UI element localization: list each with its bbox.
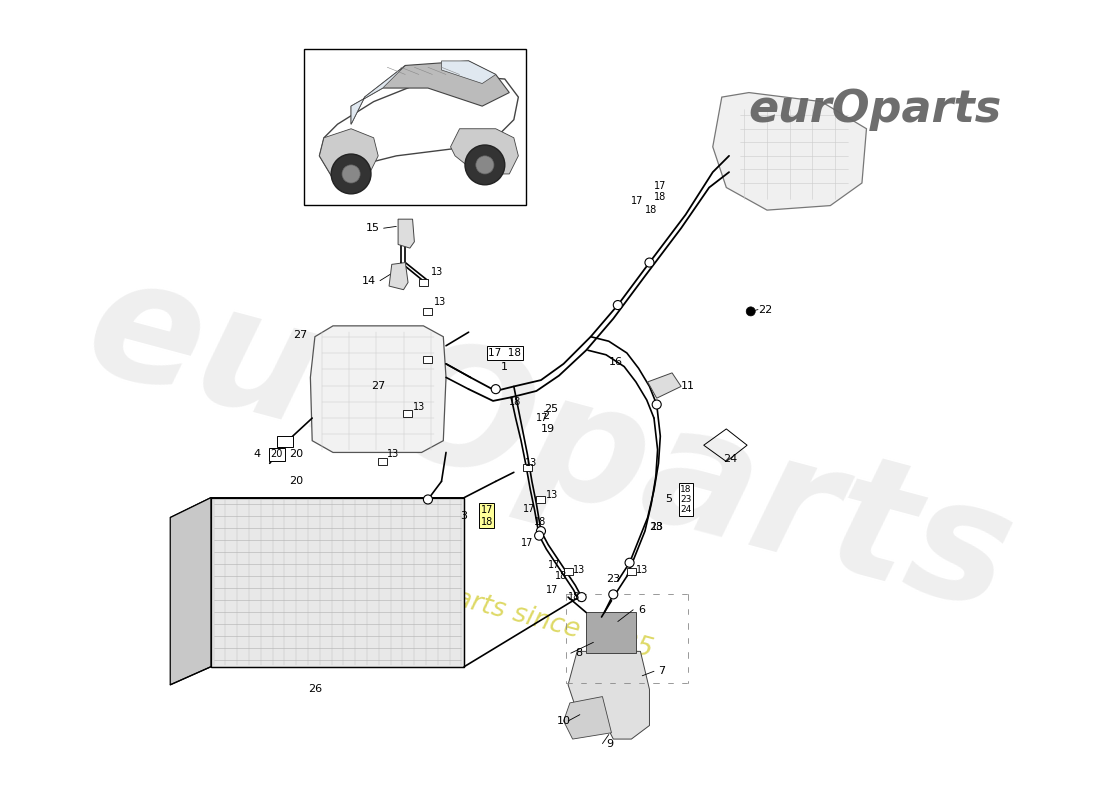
Text: 18
23
24: 18 23 24 (680, 485, 692, 514)
Text: 17: 17 (654, 181, 667, 190)
Circle shape (614, 301, 623, 310)
Circle shape (342, 165, 360, 183)
Bar (537, 496, 546, 503)
Text: 27: 27 (371, 382, 385, 391)
Polygon shape (170, 498, 211, 685)
Text: 14: 14 (362, 276, 376, 286)
Circle shape (578, 593, 586, 602)
Text: 6: 6 (639, 605, 646, 614)
Text: 17
18: 17 18 (481, 505, 493, 526)
Polygon shape (170, 498, 464, 518)
Text: 13: 13 (573, 565, 585, 575)
Polygon shape (351, 61, 509, 124)
Bar (563, 568, 573, 575)
Text: 25: 25 (543, 404, 558, 414)
Text: 13: 13 (636, 565, 648, 575)
Polygon shape (713, 93, 867, 210)
Circle shape (535, 531, 543, 540)
Text: 18: 18 (651, 522, 663, 531)
Text: 10: 10 (558, 716, 571, 726)
Bar (522, 464, 532, 471)
Text: eurOparts: eurOparts (72, 244, 1028, 646)
Text: 18: 18 (645, 205, 657, 215)
Polygon shape (563, 697, 612, 739)
Text: 13: 13 (430, 266, 443, 277)
Polygon shape (451, 129, 518, 174)
Bar (304, 49, 526, 205)
Text: eurOparts: eurOparts (749, 88, 1002, 131)
Circle shape (645, 258, 654, 267)
Circle shape (492, 385, 500, 394)
Text: 23: 23 (649, 522, 663, 531)
Circle shape (331, 154, 371, 194)
Text: 17  18: 17 18 (488, 348, 521, 358)
Circle shape (476, 156, 494, 174)
Text: 1: 1 (502, 362, 508, 371)
Text: 11: 11 (681, 382, 695, 391)
Text: 17: 17 (548, 561, 561, 570)
Text: 20: 20 (271, 450, 283, 459)
Text: 19: 19 (541, 424, 556, 434)
Text: 17: 17 (546, 585, 558, 595)
Text: 13: 13 (387, 450, 399, 459)
Text: 26: 26 (308, 684, 322, 694)
Polygon shape (441, 61, 496, 83)
Circle shape (652, 400, 661, 409)
Text: 13: 13 (525, 458, 537, 468)
Circle shape (465, 145, 505, 185)
Text: 18: 18 (509, 397, 521, 407)
Circle shape (625, 558, 634, 567)
Polygon shape (310, 326, 446, 453)
Polygon shape (351, 66, 405, 124)
Text: 18: 18 (654, 191, 667, 202)
Text: 20: 20 (289, 476, 304, 486)
Text: 24: 24 (724, 454, 738, 464)
Bar (419, 279, 428, 286)
Text: 22: 22 (758, 305, 772, 314)
Text: 5: 5 (666, 494, 672, 505)
Text: 17: 17 (537, 413, 549, 423)
Text: 27: 27 (294, 330, 308, 340)
Text: 2: 2 (542, 411, 549, 422)
Text: 3: 3 (460, 510, 466, 521)
Text: 16: 16 (608, 357, 623, 367)
Polygon shape (211, 498, 464, 666)
Text: a passion for parts since 1985: a passion for parts since 1985 (264, 535, 656, 663)
Text: 23: 23 (606, 574, 620, 584)
Text: 4: 4 (253, 450, 261, 459)
Circle shape (746, 307, 756, 316)
Bar (424, 356, 432, 363)
Polygon shape (568, 651, 649, 739)
Circle shape (424, 495, 432, 504)
Text: 17: 17 (522, 503, 536, 514)
Bar (586, 613, 636, 653)
Text: 13: 13 (412, 402, 425, 412)
Bar (424, 308, 432, 315)
Text: 8: 8 (575, 648, 582, 658)
Text: 18: 18 (554, 571, 566, 582)
Polygon shape (319, 129, 378, 183)
Text: 15: 15 (366, 223, 379, 234)
Polygon shape (319, 74, 518, 178)
Polygon shape (648, 373, 681, 398)
Text: 18: 18 (568, 592, 581, 602)
Text: 13: 13 (434, 298, 447, 307)
Bar (277, 436, 294, 447)
Bar (378, 458, 387, 465)
Circle shape (537, 526, 546, 536)
Bar (627, 568, 636, 575)
Bar (403, 410, 411, 417)
Text: 7: 7 (659, 666, 666, 676)
Text: 13: 13 (546, 490, 558, 500)
Text: 17: 17 (521, 538, 534, 548)
Circle shape (608, 590, 618, 599)
Text: 17: 17 (631, 196, 644, 206)
Text: 9: 9 (606, 738, 613, 749)
Text: 20: 20 (289, 450, 304, 459)
Polygon shape (389, 262, 408, 290)
Polygon shape (398, 219, 415, 248)
Text: 18: 18 (534, 517, 546, 527)
